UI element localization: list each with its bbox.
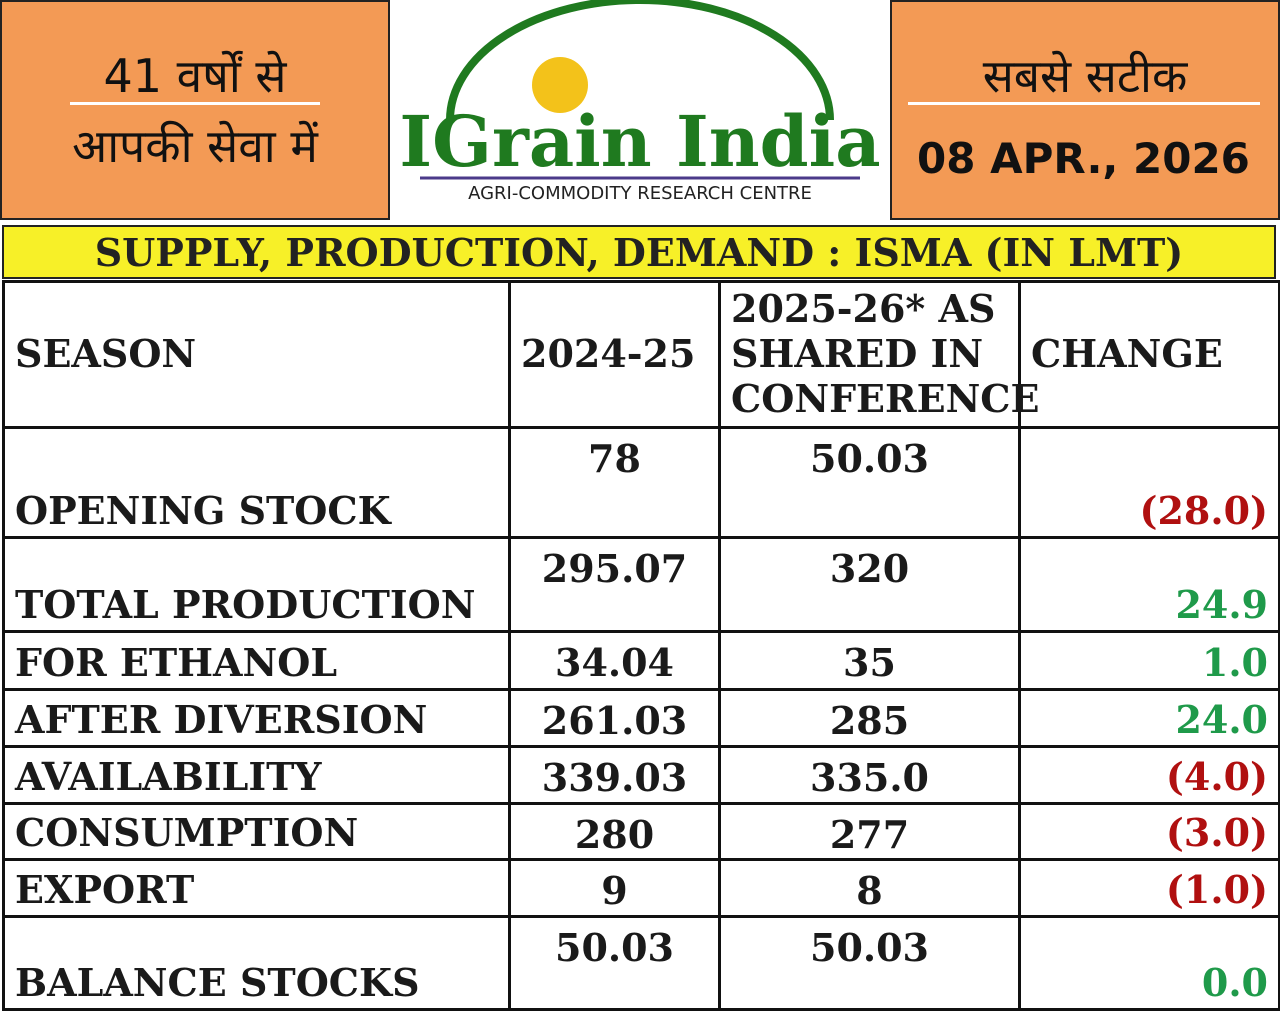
row-label: AFTER DIVERSION	[2, 688, 511, 748]
value-cell: 9	[508, 858, 721, 918]
row-label: AVAILABILITY	[2, 745, 511, 805]
table-title: SUPPLY, PRODUCTION, DEMAND : ISMA (IN LM…	[2, 225, 1276, 279]
row: AFTER DIVERSION 261.03 285 24.0	[2, 688, 1280, 748]
logo-title: IGrain India	[399, 100, 881, 183]
value-cell: 320	[718, 536, 1021, 633]
column-header: SEASON	[2, 280, 511, 429]
column-header: 2024-25	[508, 280, 721, 429]
header-left: 41 वर्षों से आपकी सेवा में	[0, 0, 390, 220]
row: OPENING STOCK 78 50.03 (28.0)	[2, 426, 1280, 539]
row: TOTAL PRODUCTION 295.07 320 24.9	[2, 536, 1280, 633]
value-cell: 78	[508, 426, 721, 539]
row: FOR ETHANOL 34.04 35 1.0	[2, 630, 1280, 691]
header-row: SEASON 2024-25 2025-26* AS SHARED IN CONFE…	[2, 280, 1280, 429]
value-cell: 339.03	[508, 745, 721, 805]
tagline: आपकी सेवा में	[72, 119, 318, 173]
tagline: 41 वर्षों से	[103, 49, 287, 103]
value-cell: 335.0	[718, 745, 1021, 805]
date: 08 APR., 2026	[917, 134, 1250, 183]
value-cell: 8	[718, 858, 1021, 918]
divider	[70, 102, 320, 105]
value-cell: 295.07	[508, 536, 721, 633]
value-cell: 50.03	[718, 426, 1021, 539]
row-label: BALANCE STOCKS	[2, 915, 511, 1011]
divider	[908, 102, 1260, 105]
column-header: CHANGE	[1018, 280, 1280, 429]
change-cell: 0.0	[1018, 915, 1280, 1011]
value-cell: 261.03	[508, 688, 721, 748]
change-cell: 24.0	[1018, 688, 1280, 748]
row: EXPORT 9 8 (1.0)	[2, 858, 1280, 918]
row: CONSUMPTION 280 277 (3.0)	[2, 802, 1280, 861]
row-label: OPENING STOCK	[2, 426, 511, 539]
row-label: TOTAL PRODUCTION	[2, 536, 511, 633]
value-cell: 277	[718, 802, 1021, 861]
change-cell: (3.0)	[1018, 802, 1280, 861]
value-cell: 280	[508, 802, 721, 861]
row-label: CONSUMPTION	[2, 802, 511, 861]
logo: IGrain India AGRI-COMMODITY RESEARCH CEN…	[390, 0, 890, 220]
value-cell: 34.04	[508, 630, 721, 691]
logo-art	[420, 0, 860, 180]
row-label: FOR ETHANOL	[2, 630, 511, 691]
value-cell: 285	[718, 688, 1021, 748]
row-label: EXPORT	[2, 858, 511, 918]
row: BALANCE STOCKS 50.03 50.03 0.0	[2, 915, 1280, 1011]
change-cell: 24.9	[1018, 536, 1280, 633]
logo-subtitle: AGRI-COMMODITY RESEARCH CENTRE	[468, 183, 812, 204]
header-right: सबसे सटीक 08 APR., 2026	[890, 0, 1280, 220]
change-cell: 1.0	[1018, 630, 1280, 691]
change-cell: (1.0)	[1018, 858, 1280, 918]
value-cell: 50.03	[508, 915, 721, 1011]
tagline: सबसे सटीक	[982, 49, 1188, 103]
change-cell: (4.0)	[1018, 745, 1280, 805]
value-cell: 35	[718, 630, 1021, 691]
change-cell: (28.0)	[1018, 426, 1280, 539]
row: AVAILABILITY 339.03 335.0 (4.0)	[2, 745, 1280, 805]
value-cell: 50.03	[718, 915, 1021, 1011]
table: SEASON 2024-25 2025-26* AS SHARED IN CONFE…	[2, 280, 1280, 1011]
column-header: 2025-26* AS SHARED IN CONFERENCE	[718, 280, 1040, 429]
